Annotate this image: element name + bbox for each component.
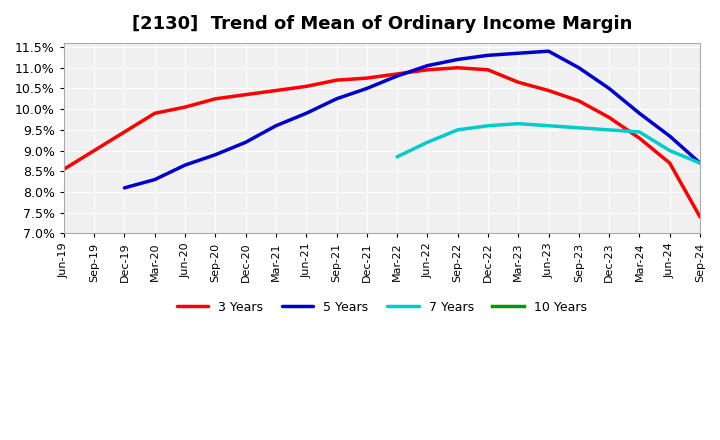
5 Years <box>696 160 704 165</box>
5 Years <box>302 111 310 116</box>
3 Years <box>696 214 704 220</box>
Line: 7 Years: 7 Years <box>397 124 700 163</box>
3 Years <box>544 88 553 93</box>
5 Years <box>120 185 129 191</box>
Line: 5 Years: 5 Years <box>125 51 700 188</box>
3 Years <box>454 65 462 70</box>
5 Years <box>635 111 644 116</box>
3 Years <box>181 104 189 110</box>
Title: [2130]  Trend of Mean of Ordinary Income Margin: [2130] Trend of Mean of Ordinary Income … <box>132 15 632 33</box>
7 Years <box>484 123 492 128</box>
3 Years <box>302 84 310 89</box>
Line: 3 Years: 3 Years <box>64 68 700 217</box>
3 Years <box>665 160 674 165</box>
5 Years <box>181 162 189 168</box>
5 Years <box>211 152 220 158</box>
3 Years <box>120 129 129 135</box>
5 Years <box>271 123 280 128</box>
7 Years <box>575 125 583 130</box>
3 Years <box>211 96 220 102</box>
7 Years <box>514 121 523 126</box>
3 Years <box>423 67 432 73</box>
3 Years <box>635 136 644 141</box>
7 Years <box>696 160 704 165</box>
5 Years <box>150 177 159 182</box>
3 Years <box>514 80 523 85</box>
3 Years <box>575 98 583 103</box>
3 Years <box>150 111 159 116</box>
3 Years <box>605 115 613 120</box>
7 Years <box>454 127 462 132</box>
7 Years <box>635 129 644 135</box>
7 Years <box>544 123 553 128</box>
3 Years <box>484 67 492 73</box>
7 Years <box>423 139 432 145</box>
Legend: 3 Years, 5 Years, 7 Years, 10 Years: 3 Years, 5 Years, 7 Years, 10 Years <box>172 296 592 319</box>
3 Years <box>90 148 99 153</box>
7 Years <box>665 148 674 153</box>
3 Years <box>241 92 250 97</box>
5 Years <box>544 48 553 54</box>
7 Years <box>393 154 402 159</box>
5 Years <box>241 139 250 145</box>
3 Years <box>393 71 402 77</box>
5 Years <box>514 51 523 56</box>
5 Years <box>605 86 613 91</box>
5 Years <box>332 96 341 102</box>
3 Years <box>60 167 68 172</box>
5 Years <box>665 133 674 139</box>
5 Years <box>484 53 492 58</box>
5 Years <box>575 65 583 70</box>
3 Years <box>332 77 341 83</box>
3 Years <box>271 88 280 93</box>
5 Years <box>362 86 371 91</box>
5 Years <box>393 73 402 79</box>
3 Years <box>362 75 371 81</box>
5 Years <box>454 57 462 62</box>
7 Years <box>605 127 613 132</box>
5 Years <box>423 63 432 68</box>
